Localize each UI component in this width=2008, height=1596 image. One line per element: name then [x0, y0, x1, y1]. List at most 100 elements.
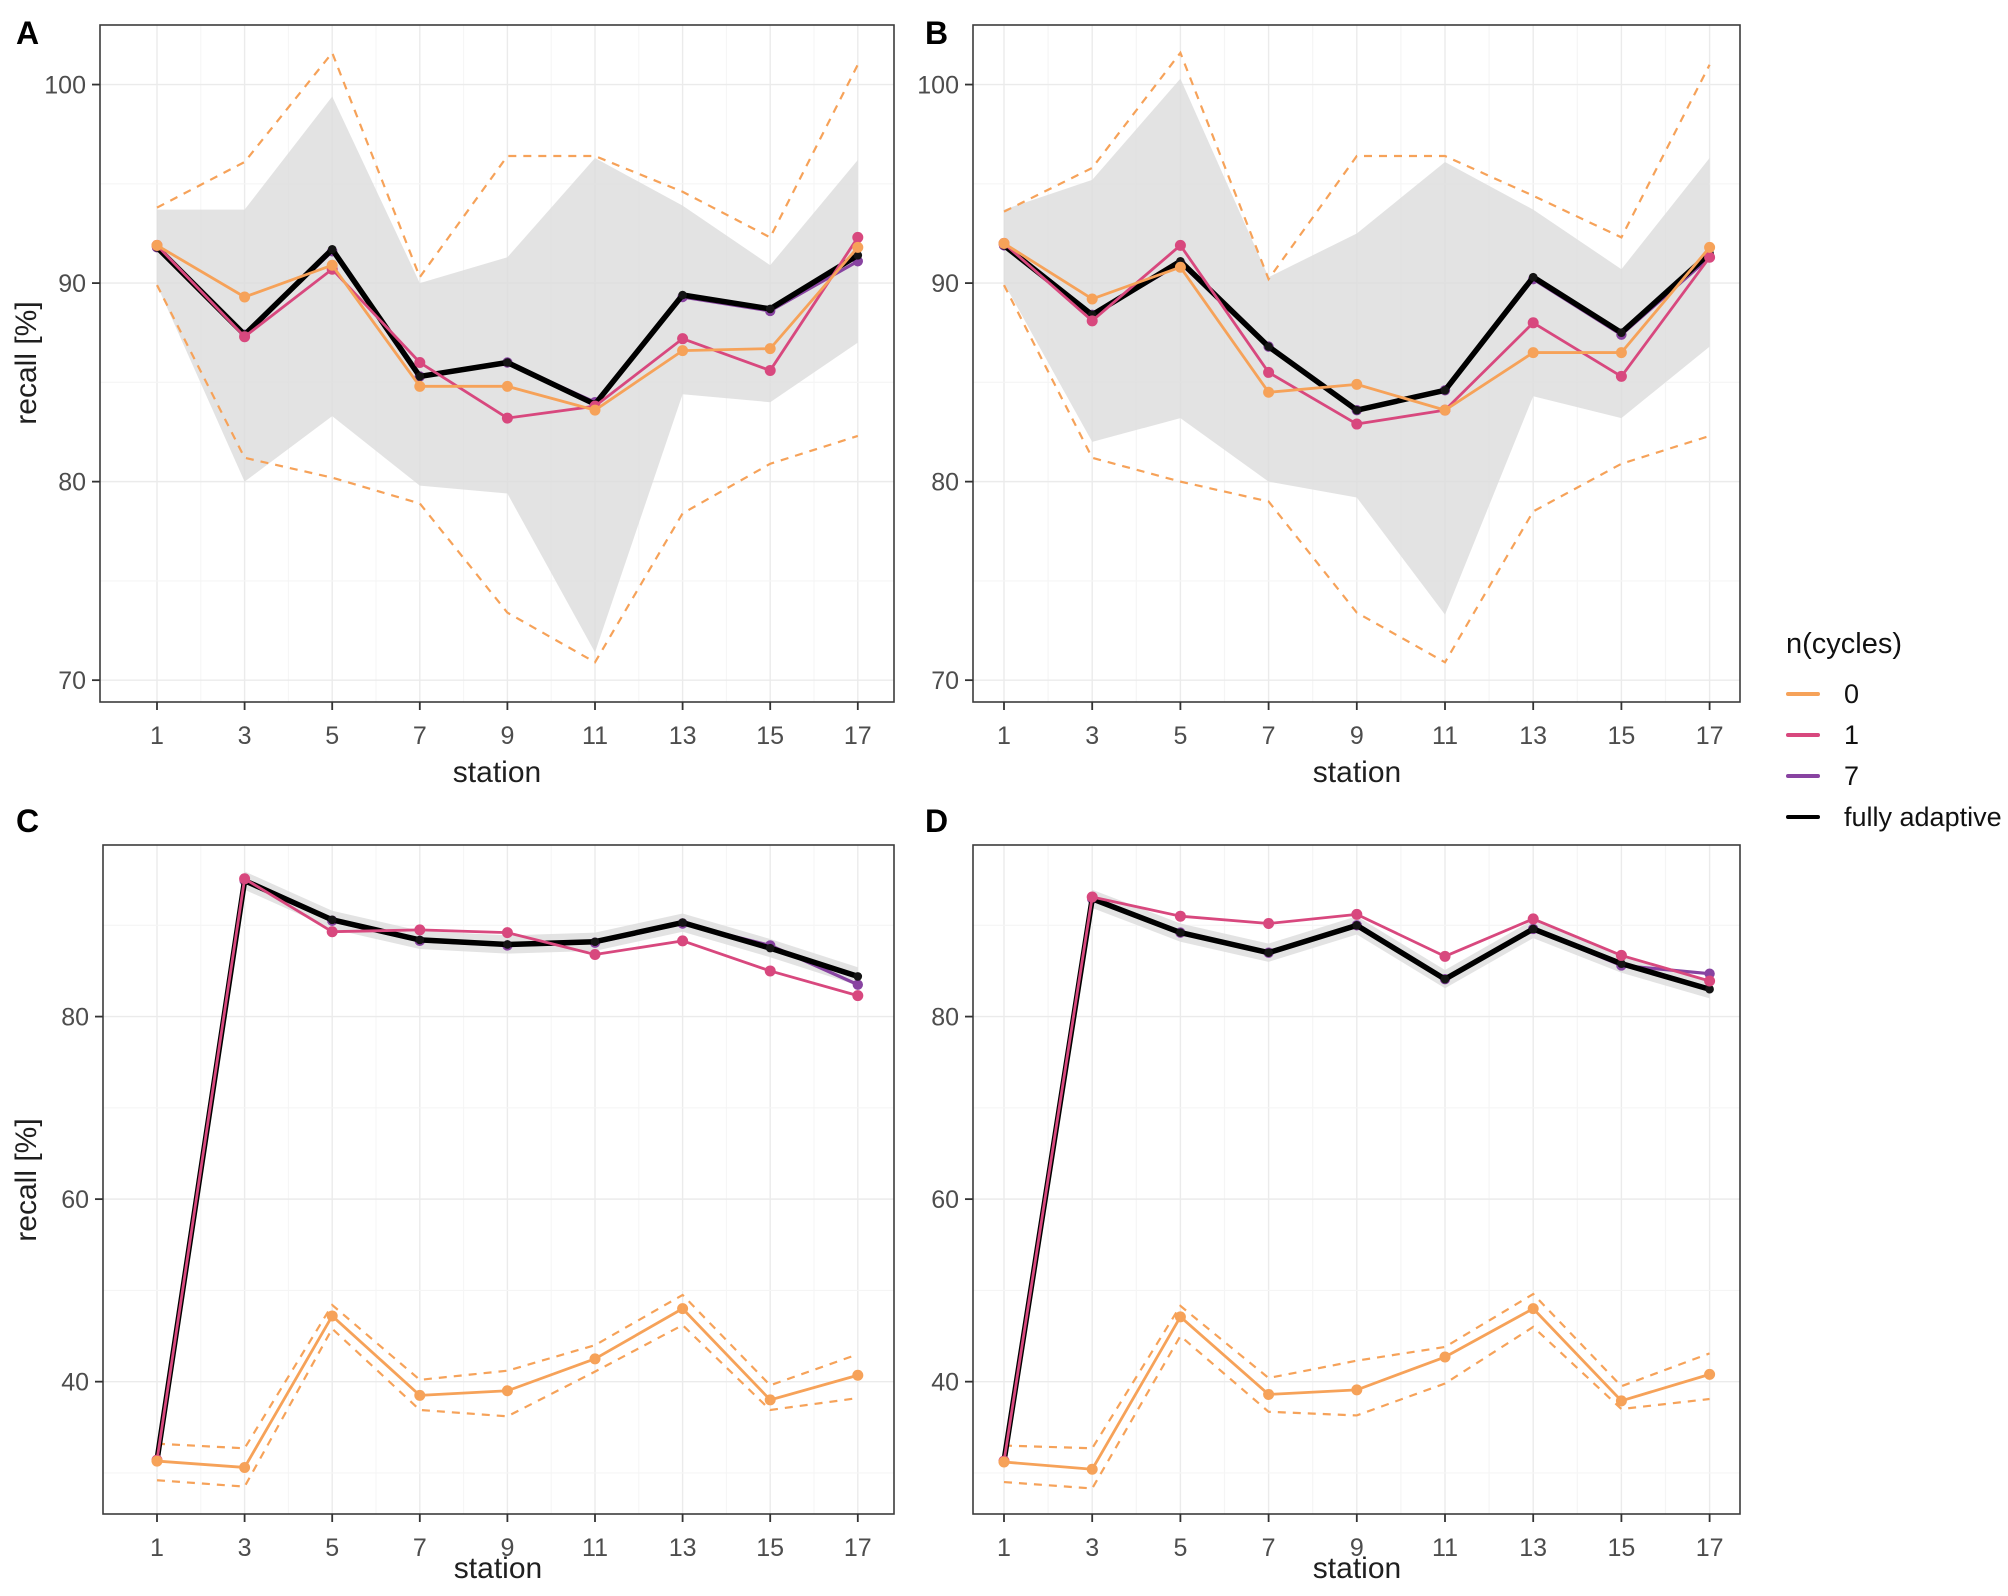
legend-item-fully-adaptive: fully adaptive [1786, 802, 2006, 832]
data-point [501, 380, 513, 392]
x-axis-title-a: station [453, 756, 541, 789]
data-point [1615, 1395, 1627, 1407]
y-tick-label: 80 [931, 469, 959, 497]
data-point [678, 290, 687, 300]
data-point [1264, 342, 1273, 351]
dashed-band-lower [156, 284, 859, 664]
data-point [764, 965, 776, 977]
x-tick-label: 13 [1519, 722, 1547, 750]
data-point [1174, 1311, 1186, 1323]
data-point [677, 935, 689, 947]
x-tick-label: 3 [1085, 1534, 1099, 1562]
x-tick-label: 9 [1350, 1534, 1364, 1562]
panel-border [99, 24, 895, 703]
y-tick-label: 70 [931, 667, 959, 695]
legend-title: n(cycles) [1786, 628, 1903, 660]
y-tick-label: 70 [58, 667, 86, 695]
legend-item-7: 7 [1786, 760, 2006, 791]
data-point [1439, 950, 1451, 962]
panel-border [102, 844, 895, 1515]
data-point [239, 1461, 251, 1473]
legend-swatch-pink [1786, 733, 1820, 737]
series-0 [151, 239, 864, 416]
x-tick-label: 17 [844, 722, 872, 750]
x-tick-label: 17 [1696, 722, 1724, 750]
legend-swatch-black [1786, 815, 1820, 819]
data-point [1528, 272, 1538, 282]
data-point [1527, 317, 1539, 329]
data-point [1440, 974, 1450, 984]
data-point [853, 972, 863, 981]
y-tick-label: 90 [931, 270, 959, 298]
series-1 [998, 237, 1716, 430]
y-tick-label: 80 [931, 1004, 959, 1032]
data-point [1528, 924, 1538, 934]
data-point [1440, 386, 1450, 395]
series-0 [998, 1303, 1716, 1475]
data-point [1705, 984, 1714, 994]
data-point [998, 1456, 1010, 1468]
x-tick-label: 13 [669, 722, 697, 750]
series-1 [151, 873, 864, 1466]
panel-letter-a: A [16, 15, 39, 51]
series-0 [151, 1303, 864, 1473]
data-point [501, 927, 513, 939]
x-tick-label: 11 [582, 1534, 608, 1562]
x-tick-label: 15 [756, 1534, 784, 1562]
data-point [326, 259, 338, 271]
data-point [1263, 917, 1275, 929]
legend-item-0: 0 [1786, 679, 2006, 709]
x-axis-title-b: station [1313, 756, 1401, 789]
y-tick-label: 40 [931, 1369, 959, 1397]
data-point [853, 250, 863, 260]
legend-label: 7 [1844, 760, 1860, 791]
data-point [589, 404, 601, 416]
y-tick-label: 60 [61, 1186, 89, 1214]
data-point [765, 304, 775, 314]
data-point [1439, 404, 1451, 416]
x-tick-label: 11 [582, 722, 608, 750]
x-tick-label: 17 [844, 1534, 872, 1562]
legend-swatch-orange [1786, 692, 1820, 696]
x-tick-label: 5 [1173, 722, 1187, 750]
legend-label: 1 [1844, 719, 1860, 750]
data-point [1527, 347, 1539, 359]
x-tick-label: 11 [1432, 722, 1458, 750]
data-point [1617, 328, 1626, 338]
x-tick-label: 1 [997, 1534, 1011, 1562]
data-point [501, 412, 513, 424]
x-tick-label: 9 [500, 722, 514, 750]
data-point [414, 1389, 426, 1401]
x-tick-label: 5 [325, 1534, 339, 1562]
data-point [589, 949, 601, 961]
data-point [1351, 418, 1363, 430]
dashed-band-lower [156, 1323, 858, 1488]
confidence-ribbon [1004, 78, 1710, 615]
x-tick-label: 1 [150, 1534, 164, 1562]
data-point [1615, 370, 1627, 382]
x-tick-label: 7 [1262, 722, 1276, 750]
data-point [765, 943, 775, 953]
data-point [415, 372, 425, 381]
data-point [589, 1353, 601, 1365]
data-point [1527, 1303, 1539, 1315]
data-point [852, 979, 863, 990]
data-point [1527, 913, 1539, 925]
data-point [1264, 948, 1273, 957]
x-tick-label: 17 [1696, 1534, 1724, 1562]
x-tick-label: 3 [1085, 722, 1099, 750]
data-point [1704, 1368, 1716, 1380]
legend: n(cycles) 0 1 7 fully adaptive [1786, 628, 2006, 845]
y-tick-label: 80 [61, 1004, 89, 1032]
x-tick-label: 1 [150, 722, 164, 750]
data-point [1615, 949, 1627, 961]
data-point [239, 873, 251, 885]
x-tick-label: 7 [1262, 1534, 1276, 1562]
data-point [852, 241, 864, 253]
data-point [1351, 908, 1363, 920]
data-point [501, 1385, 513, 1397]
